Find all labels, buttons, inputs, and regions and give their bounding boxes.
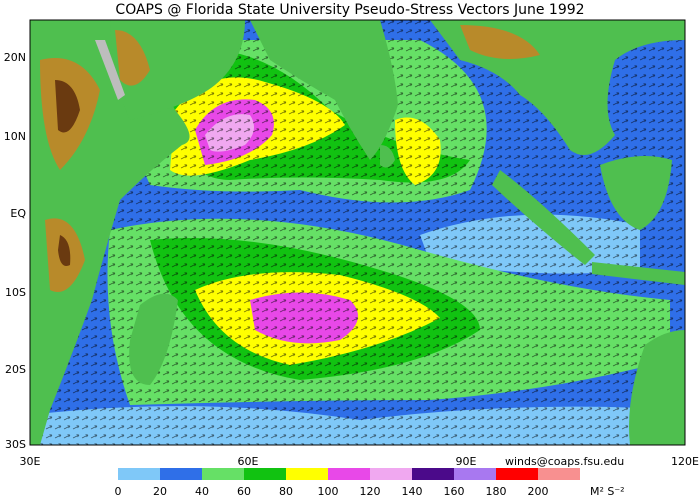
colorbar-swatch: [412, 468, 454, 480]
map: [30, 20, 685, 445]
colorbar-tick-label: 80: [279, 485, 293, 498]
colorbar-tick-label: 100: [318, 485, 339, 498]
mountains: [55, 80, 80, 266]
highlands: [40, 58, 100, 292]
title: COAPS @ Florida State University Pseudo-…: [115, 2, 584, 18]
colorbar-swatch: [244, 468, 286, 480]
colorbar-unit: M² S⁻²: [590, 485, 625, 498]
colorbar-swatch: [496, 468, 538, 480]
longitude-label: 90E: [456, 455, 477, 468]
longitude-label: 60E: [238, 455, 259, 468]
colorbar-tick-label: 20: [153, 485, 167, 498]
colorbar-swatch: [454, 468, 496, 480]
land-india: [250, 20, 398, 160]
colorbar-swatch: [118, 468, 160, 480]
highlands: [115, 30, 150, 86]
land-australia: [629, 330, 685, 445]
longitude-label: 120E: [671, 455, 699, 468]
colorbar-tick-label: 0: [115, 485, 122, 498]
longitude-labels: 30E 60E 90E 120E: [20, 455, 699, 468]
latitude-label: EQ: [10, 207, 26, 220]
colorbar-tick-label: 180: [486, 485, 507, 498]
latitude-label: 20S: [5, 363, 26, 376]
land-arabia: [110, 20, 245, 120]
colorbar-swatch: [328, 468, 370, 480]
colorbar-tick-label: 60: [237, 485, 251, 498]
latitude-label: 10S: [5, 286, 26, 299]
coast: [95, 40, 125, 100]
land-madagascar: [129, 293, 178, 385]
longitude-label: 30E: [20, 455, 41, 468]
land-sri-lanka: [380, 145, 395, 168]
land-sumatra: [492, 170, 595, 265]
highlands: [460, 25, 540, 59]
colorbar-tick-label: 160: [444, 485, 465, 498]
colorbar-swatch: [370, 468, 412, 480]
colorbar-swatch: [202, 468, 244, 480]
latitude-label: 30S: [5, 438, 26, 451]
colorbar-swatch: [160, 468, 202, 480]
credit: winds@coaps.fsu.edu: [505, 455, 624, 468]
land-borneo: [600, 156, 672, 230]
colorbar-tick-label: 140: [402, 485, 423, 498]
latitude-label: 20N: [4, 51, 26, 64]
latitude-label: 10N: [4, 130, 26, 143]
colorbar-tick-label: 120: [360, 485, 381, 498]
colorbar: 0 20 40 60 80 100 120 140 160 180 200: [115, 468, 580, 498]
land-java: [592, 262, 685, 285]
colorbar-tick-label: 200: [528, 485, 549, 498]
map-frame: [29, 19, 686, 446]
colorbar-swatch: [286, 468, 328, 480]
latitude-labels: 20N 10N EQ 10S 20S 30S: [4, 51, 27, 451]
colorbar-swatch: [538, 468, 580, 480]
colorbar-tick-label: 40: [195, 485, 209, 498]
